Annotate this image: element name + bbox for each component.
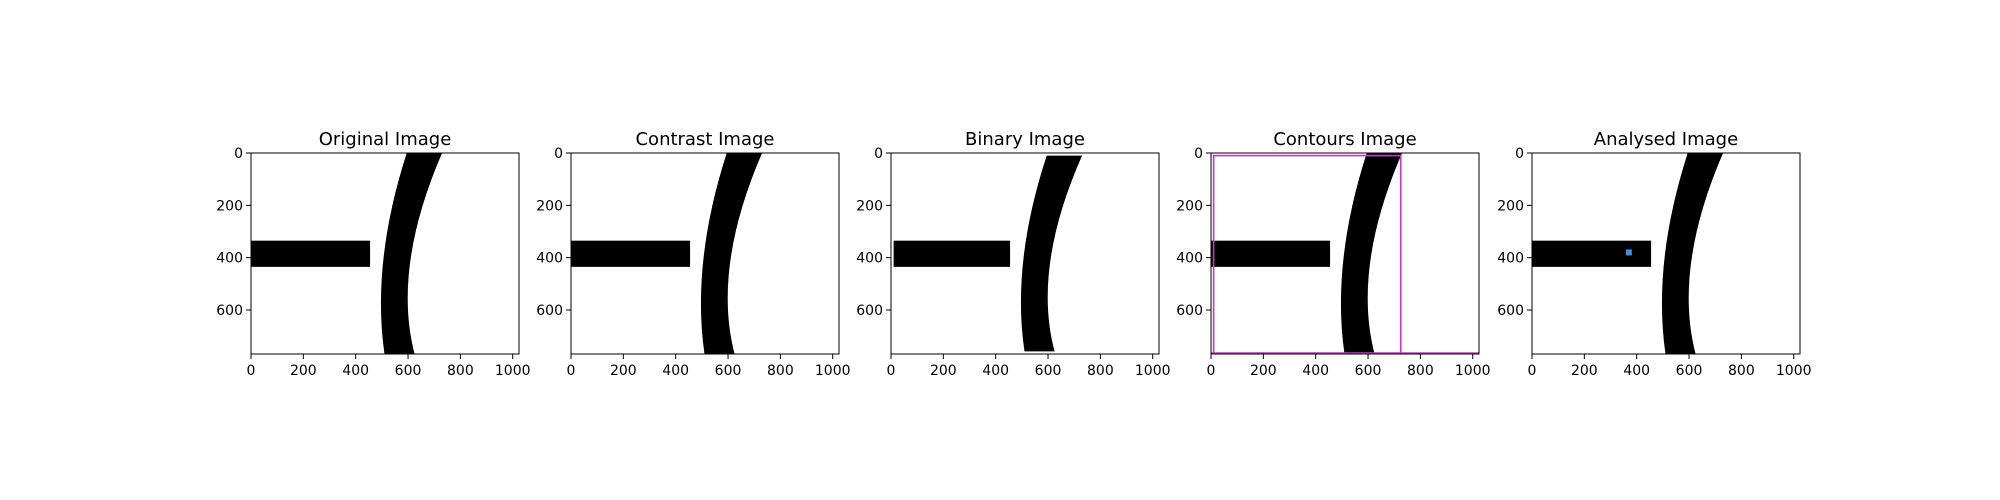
x-tick-label: 600 bbox=[1035, 363, 1062, 379]
centroid-marker bbox=[1625, 249, 1632, 256]
axes-frame bbox=[1210, 152, 1480, 355]
x-tick-label: 800 bbox=[1728, 363, 1755, 379]
x-tick-label: 0 bbox=[1528, 363, 1537, 379]
x-tick-label: 200 bbox=[610, 363, 637, 379]
x-tick-label: 0 bbox=[1207, 363, 1216, 379]
arc-shape bbox=[1340, 153, 1403, 354]
y-tick-label: 200 bbox=[1497, 198, 1524, 214]
y-tick-label: 600 bbox=[856, 303, 883, 319]
arc-shape bbox=[700, 153, 763, 354]
axes-frame bbox=[250, 152, 520, 355]
y-tick-label: 600 bbox=[216, 303, 243, 319]
y-tick-label: 200 bbox=[856, 198, 883, 214]
y-tick-label: 400 bbox=[216, 251, 243, 267]
y-tick-label: 0 bbox=[1515, 146, 1524, 162]
x-tick-label: 800 bbox=[1407, 363, 1434, 379]
arc-shape bbox=[1661, 153, 1724, 354]
y-tick-label: 200 bbox=[1176, 198, 1203, 214]
arc-shape bbox=[1020, 155, 1083, 352]
y-tick-label: 0 bbox=[1194, 146, 1203, 162]
x-tick-label: 600 bbox=[1355, 363, 1382, 379]
x-tick-label: 600 bbox=[395, 363, 422, 379]
x-tick-label: 800 bbox=[1087, 363, 1114, 379]
axes-frame bbox=[570, 152, 840, 355]
y-tick-label: 400 bbox=[1176, 251, 1203, 267]
x-tick-label: 600 bbox=[715, 363, 742, 379]
arc-shape bbox=[380, 153, 443, 354]
axes-frame bbox=[1531, 152, 1801, 355]
y-tick-label: 0 bbox=[234, 146, 243, 162]
x-tick-label: 800 bbox=[767, 363, 794, 379]
x-tick-label: 0 bbox=[247, 363, 256, 379]
bar-shape bbox=[893, 240, 1011, 267]
image-content bbox=[893, 155, 1083, 352]
panel-title: Original Image bbox=[319, 129, 452, 150]
x-tick-label: 600 bbox=[1676, 363, 1703, 379]
bar-shape bbox=[1211, 240, 1331, 267]
y-tick-label: 600 bbox=[536, 303, 563, 319]
x-tick-label: 400 bbox=[1302, 363, 1329, 379]
image-content bbox=[1211, 153, 1479, 354]
x-tick-label: 0 bbox=[887, 363, 896, 379]
y-tick-label: 600 bbox=[1497, 303, 1524, 319]
panel-analysed-image: Analysed Image 0 200 400 600 800 1000 0 200 400 60… bbox=[1497, 129, 1811, 379]
panel-contours-image: Contours Image 0 200 400 600 800 1000 0 200 400 60… bbox=[1176, 129, 1490, 379]
x-tick-label: 1000 bbox=[495, 363, 531, 379]
panel-title: Contrast Image bbox=[635, 129, 774, 150]
y-tick-label: 400 bbox=[856, 251, 883, 267]
x-tick-label: 1000 bbox=[815, 363, 851, 379]
y-tick-label: 0 bbox=[874, 146, 883, 162]
y-tick-label: 200 bbox=[536, 198, 563, 214]
panel-binary-image: Binary Image 0 200 400 600 800 1000 0 200 400 600 bbox=[856, 129, 1170, 379]
axes-frame bbox=[890, 152, 1160, 355]
x-tick-label: 400 bbox=[662, 363, 689, 379]
image-content bbox=[1532, 153, 1724, 354]
x-tick-label: 1000 bbox=[1455, 363, 1491, 379]
y-tick-label: 0 bbox=[554, 146, 563, 162]
x-tick-label: 200 bbox=[290, 363, 317, 379]
panel-title: Analysed Image bbox=[1594, 129, 1738, 150]
x-tick-label: 200 bbox=[1250, 363, 1277, 379]
bar-shape bbox=[251, 240, 371, 267]
x-tick-label: 800 bbox=[447, 363, 474, 379]
bar-shape bbox=[571, 240, 691, 267]
x-tick-label: 200 bbox=[930, 363, 957, 379]
x-tick-label: 0 bbox=[567, 363, 576, 379]
panel-original-image: Original Image 0 200 400 600 800 1000 0 200 400 60… bbox=[216, 129, 530, 379]
y-tick-label: 200 bbox=[216, 198, 243, 214]
y-tick-label: 400 bbox=[536, 251, 563, 267]
x-tick-label: 1000 bbox=[1135, 363, 1171, 379]
image-content bbox=[251, 153, 443, 354]
image-content bbox=[571, 153, 763, 354]
y-tick-label: 600 bbox=[1176, 303, 1203, 319]
panel-contrast-image: Contrast Image 0 200 400 600 800 1000 0 200 400 60… bbox=[536, 129, 850, 379]
x-tick-label: 400 bbox=[982, 363, 1009, 379]
bar-shape bbox=[1532, 240, 1652, 267]
x-tick-label: 400 bbox=[342, 363, 369, 379]
panel-title: Contours Image bbox=[1273, 129, 1416, 150]
panel-title: Binary Image bbox=[965, 129, 1085, 150]
x-tick-label: 400 bbox=[1623, 363, 1650, 379]
x-tick-label: 200 bbox=[1571, 363, 1598, 379]
x-tick-label: 1000 bbox=[1776, 363, 1812, 379]
y-tick-label: 400 bbox=[1497, 251, 1524, 267]
